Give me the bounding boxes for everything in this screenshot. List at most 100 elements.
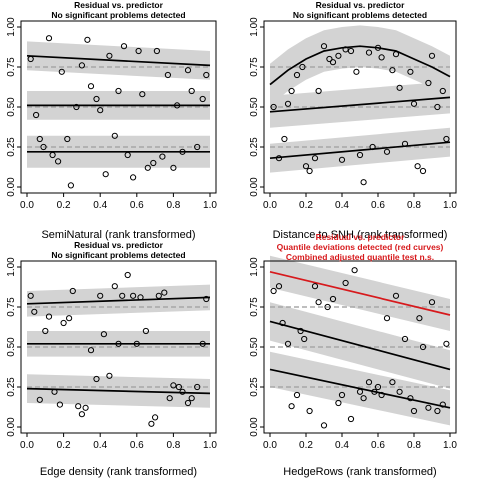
residual-point bbox=[443, 135, 450, 143]
residual-point bbox=[100, 331, 108, 338]
y-tick-label: 1.00 bbox=[249, 17, 260, 37]
residual-point bbox=[203, 295, 210, 303]
residual-point bbox=[152, 414, 159, 421]
x-tick-label: 1.0 bbox=[443, 200, 457, 211]
residual-point bbox=[275, 283, 283, 290]
x-tick-label: 0.0 bbox=[263, 440, 277, 451]
y-tick-label: 0.75 bbox=[6, 297, 17, 317]
y-tick-label: 0.25 bbox=[249, 377, 260, 397]
quantile-fit-0.25 bbox=[269, 141, 451, 160]
quantile-fit-0.25 bbox=[269, 368, 451, 409]
panel-edge-density: 0.0 0.2 0.4 0.6 0.8 1.0 0.00 0.25 0.50 0.75 1.00 Re… bbox=[6, 240, 217, 478]
residual-point bbox=[383, 315, 391, 322]
residual-point bbox=[439, 87, 446, 95]
chart-title-line: Residual vs. predictor bbox=[316, 232, 405, 242]
residual-point bbox=[342, 46, 349, 53]
residual-point bbox=[135, 47, 142, 55]
residual-point bbox=[75, 403, 82, 410]
residual-point bbox=[184, 399, 192, 407]
residual-point bbox=[199, 95, 206, 103]
residual-point bbox=[416, 315, 423, 322]
residual-point bbox=[356, 388, 364, 395]
residual-point bbox=[347, 47, 355, 55]
residual-point bbox=[365, 379, 373, 386]
residual-point bbox=[425, 404, 432, 411]
residual-point bbox=[87, 83, 95, 90]
residual-point bbox=[315, 299, 322, 306]
residual-point bbox=[306, 167, 313, 175]
residual-point bbox=[425, 79, 432, 87]
residual-point bbox=[130, 174, 137, 181]
y-tick-label: 0.00 bbox=[249, 417, 260, 437]
residual-point bbox=[407, 395, 414, 402]
residual-point bbox=[203, 71, 210, 79]
residual-point bbox=[434, 103, 441, 111]
residual-point bbox=[56, 401, 64, 408]
x-tick-label: 0.8 bbox=[407, 440, 421, 451]
residual-point bbox=[33, 111, 40, 119]
residual-point bbox=[130, 292, 137, 299]
residual-point bbox=[396, 388, 403, 395]
residual-point bbox=[320, 43, 328, 50]
residual-point bbox=[159, 153, 166, 160]
panel-seminatural: 0.0 0.2 0.4 0.6 0.8 1.0 0.00 0.25 0.50 0.75 1.00 Re… bbox=[6, 0, 217, 241]
residual-point bbox=[419, 167, 427, 175]
residual-point bbox=[371, 388, 378, 395]
x-tick-label: 0.4 bbox=[335, 440, 349, 451]
panel-distance-to-snh: 0.0 0.2 0.4 0.6 0.8 1.0 0.00 0.25 0.50 0.75 1.00 Re… bbox=[249, 0, 457, 241]
residual-point bbox=[434, 407, 441, 415]
y-tick-label: 0.00 bbox=[6, 177, 17, 197]
residual-point bbox=[49, 151, 56, 159]
x-tick-label: 0.8 bbox=[407, 200, 421, 211]
residual-point bbox=[369, 143, 376, 151]
residual-point bbox=[69, 287, 76, 295]
residual-point bbox=[40, 143, 47, 151]
residual-point bbox=[401, 335, 409, 343]
residual-point bbox=[97, 292, 104, 299]
residual-point bbox=[392, 292, 400, 299]
residual-point bbox=[111, 283, 118, 290]
residual-point bbox=[288, 87, 295, 95]
residual-point bbox=[106, 372, 113, 379]
residual-point bbox=[410, 100, 418, 107]
x-tick-label: 0.6 bbox=[130, 200, 144, 211]
residual-point bbox=[73, 103, 80, 111]
residual-point bbox=[335, 52, 342, 59]
y-tick-label: 0.75 bbox=[6, 57, 17, 77]
residual-point bbox=[378, 391, 385, 399]
residual-point bbox=[45, 313, 53, 320]
residual-point bbox=[356, 151, 364, 159]
x-tick-label: 1.0 bbox=[203, 200, 217, 211]
x-tick-label: 0.6 bbox=[371, 440, 385, 451]
residual-point bbox=[329, 59, 337, 66]
x-tick-label: 0.0 bbox=[20, 200, 34, 211]
residual-point bbox=[120, 43, 128, 50]
residual-point bbox=[55, 158, 62, 165]
residual-point bbox=[115, 87, 122, 95]
residual-point bbox=[396, 84, 403, 91]
y-tick-label: 1.00 bbox=[6, 17, 17, 37]
residual-point bbox=[93, 375, 100, 383]
chart-title-line: Combined adjusted quantile test n.s. bbox=[286, 252, 434, 262]
residual-point bbox=[184, 67, 192, 74]
chart-title-line: No significant problems detected bbox=[51, 10, 185, 20]
quantile-fit-0.75 bbox=[269, 270, 451, 316]
x-tick-label: 1.0 bbox=[203, 440, 217, 451]
quantile-fit-0.75 bbox=[269, 45, 451, 86]
residual-point bbox=[347, 415, 355, 423]
quantile-fit-0.5 bbox=[269, 96, 451, 113]
chart-title-line: Residual vs. predictor bbox=[74, 240, 163, 250]
residual-point bbox=[119, 292, 126, 299]
residual-point bbox=[179, 388, 186, 395]
residual-point bbox=[293, 391, 301, 399]
residual-point bbox=[87, 347, 95, 354]
residual-point bbox=[199, 340, 206, 347]
residual-point bbox=[311, 283, 319, 290]
residual-point bbox=[301, 335, 308, 343]
residual-point bbox=[306, 407, 313, 415]
residual-point bbox=[27, 292, 34, 299]
residual-point bbox=[188, 87, 195, 95]
residual-point bbox=[407, 68, 414, 75]
residual-point bbox=[410, 407, 418, 415]
x-tick-label: 0.0 bbox=[20, 440, 34, 451]
